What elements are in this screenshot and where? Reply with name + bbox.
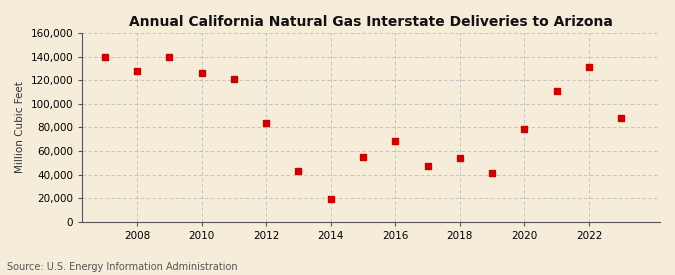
Point bbox=[325, 197, 336, 202]
Y-axis label: Million Cubic Feet: Million Cubic Feet bbox=[15, 81, 25, 173]
Point bbox=[164, 54, 175, 59]
Point bbox=[454, 156, 465, 160]
Point bbox=[422, 164, 433, 169]
Point bbox=[584, 65, 595, 69]
Title: Annual California Natural Gas Interstate Deliveries to Arizona: Annual California Natural Gas Interstate… bbox=[129, 15, 613, 29]
Point bbox=[551, 89, 562, 93]
Point bbox=[229, 77, 240, 81]
Point bbox=[132, 68, 142, 73]
Point bbox=[99, 54, 110, 59]
Point bbox=[390, 139, 401, 144]
Point bbox=[358, 155, 369, 159]
Point bbox=[196, 71, 207, 75]
Point bbox=[487, 171, 497, 175]
Point bbox=[293, 169, 304, 173]
Point bbox=[261, 120, 271, 125]
Text: Source: U.S. Energy Information Administration: Source: U.S. Energy Information Administ… bbox=[7, 262, 238, 272]
Point bbox=[616, 116, 626, 120]
Point bbox=[519, 126, 530, 131]
